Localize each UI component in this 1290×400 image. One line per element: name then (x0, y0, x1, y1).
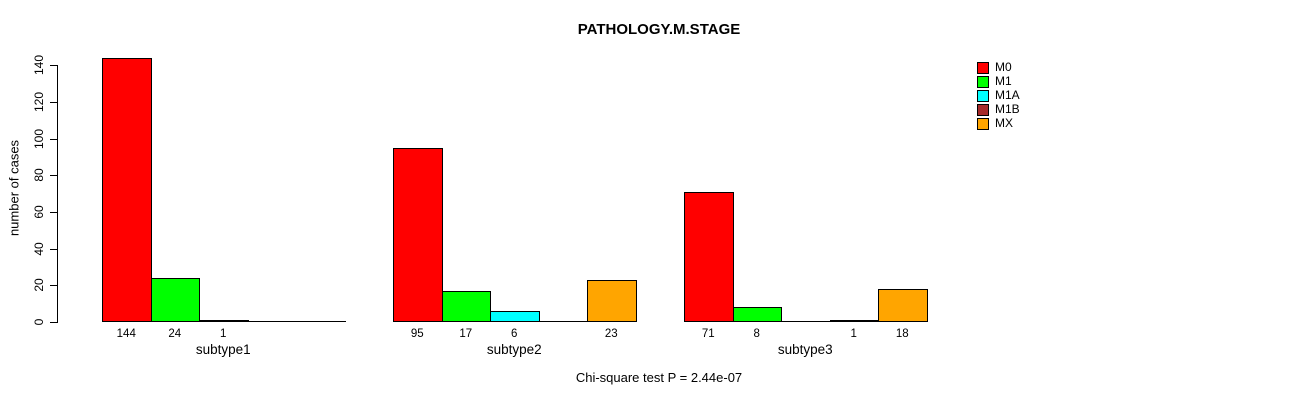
bar-value-label: 71 (701, 328, 715, 340)
y-axis-tick (50, 175, 57, 177)
y-tick-label: 0 (32, 318, 46, 326)
y-tick-label: 120 (32, 91, 46, 112)
bar-value-label: 17 (459, 328, 473, 340)
bar-m1-subtype3 (732, 307, 782, 322)
y-tick-label: 80 (32, 168, 46, 182)
group-label-subtype2: subtype2 (486, 342, 542, 357)
y-axis-tick (50, 211, 57, 213)
zero-bar-m1b-subtype2 (538, 321, 588, 322)
bar-value-label: 1 (850, 328, 857, 340)
y-axis-tick (50, 248, 57, 250)
bar-value-label: 144 (116, 328, 136, 340)
zero-bar-m1b-subtype1 (247, 321, 297, 322)
bar-mx-subtype2 (587, 280, 637, 322)
bar-m0-subtype1 (102, 58, 152, 322)
bar-m1-subtype2 (441, 291, 491, 322)
bar-value-label: 1 (220, 328, 227, 340)
legend-label-m0: M0 (995, 60, 1012, 74)
bar-value-label: 23 (604, 328, 618, 340)
legend-swatch-m1b (977, 104, 989, 116)
y-axis-tick (50, 322, 57, 323)
y-tick-label: 60 (32, 205, 46, 219)
legend-label-mx: MX (995, 116, 1013, 130)
bar-mx-subtype3 (878, 289, 928, 322)
chart-title: PATHOLOGY.M.STAGE (577, 21, 741, 38)
y-axis-tick (50, 101, 57, 103)
bar-m0-subtype3 (684, 192, 734, 322)
bar-m1a-subtype1 (199, 320, 249, 322)
y-tick-label: 40 (32, 241, 46, 256)
y-tick-label: 100 (32, 128, 46, 149)
bar-m1-subtype1 (150, 278, 200, 322)
bar-value-label: 8 (753, 328, 760, 340)
bar-m0-subtype2 (393, 148, 443, 322)
legend-swatch-m0 (977, 62, 989, 74)
legend-label-m1a: M1A (995, 88, 1020, 102)
y-axis-line (57, 65, 58, 323)
y-axis-tick (50, 285, 57, 287)
bar-value-label: 95 (410, 328, 424, 340)
y-axis-tick (50, 138, 57, 140)
bar-m1b-subtype3 (829, 320, 879, 322)
y-axis-tick (50, 65, 57, 67)
legend-swatch-m1a (977, 90, 989, 102)
legend-swatch-mx (977, 118, 989, 130)
y-tick-label: 140 (32, 55, 46, 76)
bar-value-label: 18 (895, 328, 909, 340)
chi-square-note: Chi-square test P = 2.44e-07 (575, 370, 743, 385)
y-axis-title: number of cases (6, 139, 22, 237)
group-label-subtype3: subtype3 (777, 342, 833, 357)
bar-m1a-subtype2 (490, 311, 540, 322)
legend-label-m1b: M1B (995, 102, 1020, 116)
legend-label-m1: M1 (995, 74, 1012, 88)
zero-bar-mx-subtype1 (296, 321, 346, 322)
zero-bar-m1a-subtype3 (781, 321, 831, 322)
group-label-subtype1: subtype1 (195, 342, 251, 357)
legend-swatch-m1 (977, 76, 989, 88)
bar-value-label: 6 (511, 328, 518, 340)
y-tick-label: 20 (32, 278, 46, 293)
bar-value-label: 24 (168, 328, 182, 340)
